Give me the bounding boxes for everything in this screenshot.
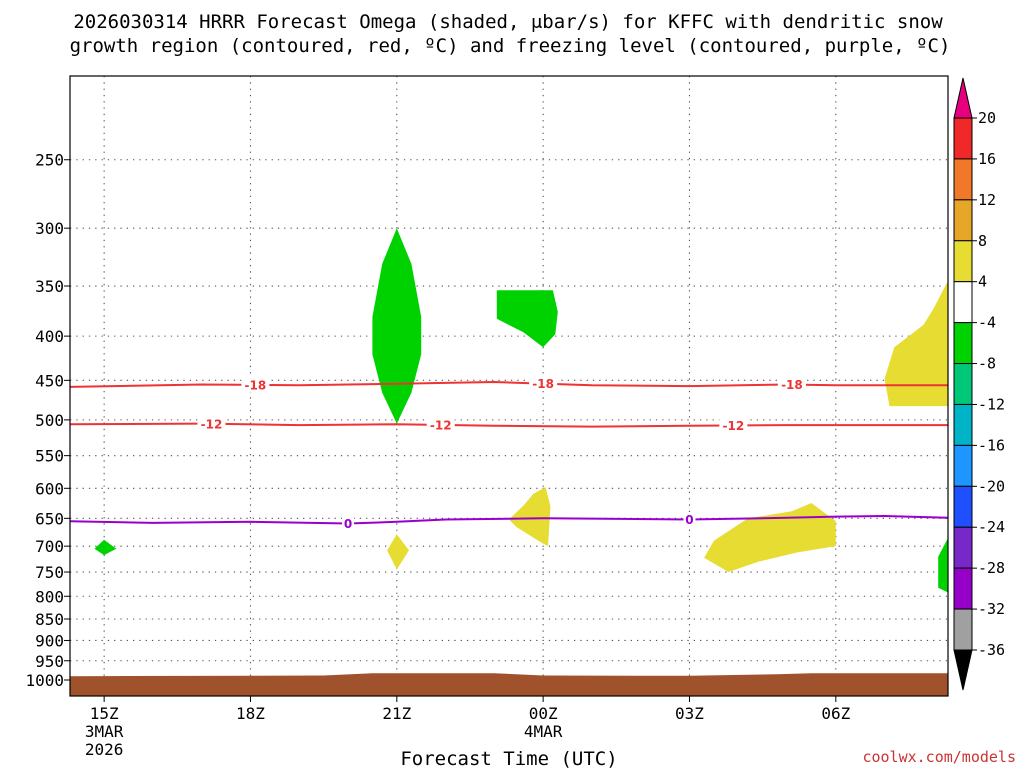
colorbar-label-11: -28 — [978, 559, 1005, 577]
terrain-layer — [70, 673, 948, 696]
y-tick-label-500: 500 — [35, 411, 64, 430]
yellow-patch-04z — [704, 503, 836, 572]
colorbar-label-9: -20 — [978, 477, 1005, 495]
chart-title-line1: 2026030314 HRRR Forecast Omega (shaded, … — [73, 11, 943, 33]
freezing-level-line — [69, 514, 949, 525]
dgz-minus12-label-bg-0 — [197, 416, 226, 431]
y-tick-label-650: 650 — [35, 509, 64, 528]
y-tick-label-450: 450 — [35, 371, 64, 390]
y-tick-label-800: 800 — [35, 587, 64, 606]
colorbar-swatch-11 — [953, 567, 973, 610]
colorbar-swatch-0 — [953, 117, 973, 160]
colorbar-label-7: -12 — [978, 395, 1005, 413]
green-edge-08z — [938, 538, 948, 593]
colorbar-swatch-9 — [953, 485, 973, 528]
colorbar-swatch-12 — [953, 608, 973, 651]
colorbar-label-0: 20 — [978, 109, 996, 127]
terrain-fill — [70, 673, 948, 696]
green-core-21z — [372, 228, 422, 424]
x-tick-label-18Z: 18Z — [236, 704, 265, 723]
dgz-minus18-label-bg-0 — [241, 377, 270, 392]
colorbar-label-4: 4 — [978, 273, 987, 291]
pressure-axis: 250 300 350 400 450 500 550 600 650 700 750 800 850 9… — [25, 151, 70, 690]
omega-colorbar: 20 16 12 8 4 -4 -8 -12 -16 -20 -24 -28 -32 -36 — [953, 77, 1005, 691]
y-tick-label-600: 600 — [35, 479, 64, 498]
x-tick-label-03Z: 03Z — [675, 704, 704, 723]
x-date-label-15Z: 3MAR — [85, 722, 124, 741]
colorbar-label-10: -24 — [978, 518, 1005, 536]
credit-text: coolwx.com/models — [862, 748, 1016, 766]
colorbar-swatch-5 — [953, 322, 973, 365]
yellow-dot-21z — [387, 534, 409, 570]
colorbar-swatch-1 — [953, 158, 973, 201]
colorbar-label-1: 16 — [978, 150, 996, 168]
dgz-minus12-label-2: -12 — [723, 419, 745, 433]
x-year-label-15Z: 2026 — [85, 740, 124, 759]
dgz-minus18-label-0: -18 — [245, 378, 267, 392]
y-tick-label-250: 250 — [35, 151, 64, 170]
y-tick-label-1000: 1000 — [25, 671, 64, 690]
freezing-level-label-1: 0 — [685, 513, 693, 527]
colorbar-label-3: 8 — [978, 232, 987, 250]
colorbar-swatch-3 — [953, 240, 973, 283]
colorbar-bottom-arrow — [953, 649, 973, 691]
yellow-patch-00z — [509, 487, 551, 547]
freezing-level-label-bg-0 — [342, 516, 355, 531]
y-tick-label-950: 950 — [35, 652, 64, 671]
colorbar-swatch-6 — [953, 363, 973, 405]
plot-frame — [69, 75, 949, 697]
dgz-minus18-label-bg-2 — [777, 377, 806, 392]
y-tick-label-700: 700 — [35, 537, 64, 556]
y-tick-label-550: 550 — [35, 447, 64, 466]
y-tick-label-850: 850 — [35, 610, 64, 629]
dgz-minus12-line — [69, 422, 948, 428]
omega-shading — [94, 228, 948, 593]
green-dot-15z — [94, 539, 117, 556]
x-tick-label-06Z: 06Z — [821, 704, 850, 723]
x-date-label-00Z: 4MAR — [524, 722, 563, 741]
colorbar-label-12: -32 — [978, 600, 1005, 618]
x-tick-label-15Z: 15Z — [90, 704, 119, 723]
dgz-minus12-label-bg-2 — [719, 418, 748, 433]
dgz-minus12-label-0: -12 — [201, 417, 223, 431]
dgz-minus12-label-1: -12 — [430, 419, 452, 433]
x-tick-label-00Z: 00Z — [529, 704, 558, 723]
dgz-minus18-label-bg-1 — [529, 376, 558, 391]
colorbar-swatch-4 — [953, 281, 973, 324]
colorbar-swatch-8 — [953, 444, 973, 487]
y-tick-label-900: 900 — [35, 631, 64, 650]
y-tick-label-750: 750 — [35, 563, 64, 582]
colorbar-swatch-10 — [953, 526, 973, 569]
dgz-minus18-label-1: -18 — [532, 377, 554, 391]
y-tick-label-300: 300 — [35, 219, 64, 238]
x-axis-label: Forecast Time (UTC) — [400, 748, 617, 768]
colorbar-swatch-7 — [953, 403, 973, 446]
freezing-level-label-bg-1 — [683, 512, 696, 527]
x-tick-label-21Z: 21Z — [382, 704, 411, 723]
freezing-level-label-0: 0 — [344, 517, 352, 531]
colorbar-label-6: -8 — [978, 355, 996, 373]
green-patch-00z — [496, 290, 558, 348]
colorbar-swatch-2 — [953, 199, 973, 242]
temperature-contours: -18 -18 -18 -12 -12 -12 0 0 — [69, 376, 949, 531]
yellow-patch-08z — [884, 280, 948, 407]
y-tick-label-350: 350 — [35, 277, 64, 296]
dgz-minus18-label-2: -18 — [781, 378, 803, 392]
colorbar-label-13: -36 — [978, 641, 1005, 659]
colorbar-label-8: -16 — [978, 436, 1005, 454]
y-tick-label-400: 400 — [35, 327, 64, 346]
colorbar-label-2: 12 — [978, 191, 996, 209]
colorbar-label-5: -4 — [978, 314, 996, 332]
chart-title-line2: growth region (contoured, red, ºC) and f… — [70, 35, 951, 57]
dgz-minus12-label-bg-1 — [426, 418, 455, 433]
